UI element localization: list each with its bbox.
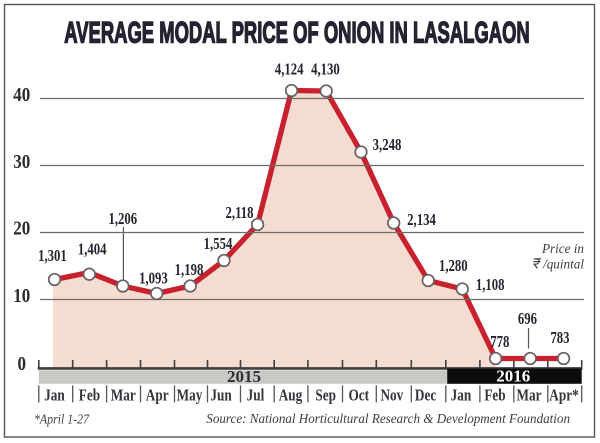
svg-text:*April 1-27: *April 1-27 [34, 412, 90, 427]
svg-text:Dec: Dec [415, 386, 437, 405]
svg-text:696: 696 [518, 310, 538, 328]
svg-text:Nov: Nov [380, 386, 403, 405]
svg-text:1,093: 1,093 [139, 270, 168, 288]
svg-text:Price in: Price in [541, 241, 584, 256]
svg-text:1,404: 1,404 [78, 241, 107, 259]
svg-text:3,248: 3,248 [373, 136, 402, 154]
svg-text:Aug: Aug [279, 386, 303, 405]
svg-text:AVERAGE MODAL PRICE OF ONION I: AVERAGE MODAL PRICE OF ONION IN LASALGAO… [64, 16, 529, 50]
svg-text:Mar: Mar [111, 386, 136, 405]
svg-text:20: 20 [13, 217, 30, 240]
svg-text:1,280: 1,280 [439, 257, 468, 275]
svg-text:Sep: Sep [315, 386, 336, 405]
svg-text:Apr: Apr [146, 386, 169, 405]
svg-text:30: 30 [13, 151, 30, 174]
svg-text:4,124: 4,124 [275, 61, 304, 79]
svg-text:Jul: Jul [247, 386, 265, 405]
svg-text:/quintal: /quintal [542, 256, 584, 271]
svg-text:Apr*: Apr* [549, 386, 578, 405]
svg-text:1,206: 1,206 [108, 211, 137, 229]
svg-text:May: May [177, 386, 203, 405]
svg-text:2016: 2016 [496, 367, 530, 386]
svg-text:2,134: 2,134 [407, 211, 436, 229]
svg-text:Jun: Jun [210, 386, 232, 405]
svg-text:1,301: 1,301 [38, 247, 67, 265]
svg-text:1,108: 1,108 [476, 276, 505, 294]
svg-text:778: 778 [490, 333, 510, 351]
svg-text:1,554: 1,554 [204, 235, 233, 253]
svg-text:2015: 2015 [227, 367, 261, 386]
svg-text:40: 40 [13, 84, 30, 107]
svg-text:Feb: Feb [79, 386, 100, 405]
svg-text:783: 783 [550, 329, 569, 347]
svg-text:Oct: Oct [348, 386, 369, 405]
svg-text:4,130: 4,130 [311, 61, 340, 79]
svg-text:Jan: Jan [44, 386, 65, 405]
svg-text:Mar: Mar [516, 386, 541, 405]
svg-text:1,198: 1,198 [175, 262, 204, 280]
svg-text:10: 10 [13, 285, 30, 308]
svg-text:Jan: Jan [451, 386, 472, 405]
svg-text:Feb: Feb [484, 386, 505, 405]
svg-text:2,118: 2,118 [226, 204, 254, 222]
svg-text:0: 0 [17, 353, 26, 376]
svg-text:Source: National Horticultural: Source: National Horticultural Research … [206, 411, 570, 426]
